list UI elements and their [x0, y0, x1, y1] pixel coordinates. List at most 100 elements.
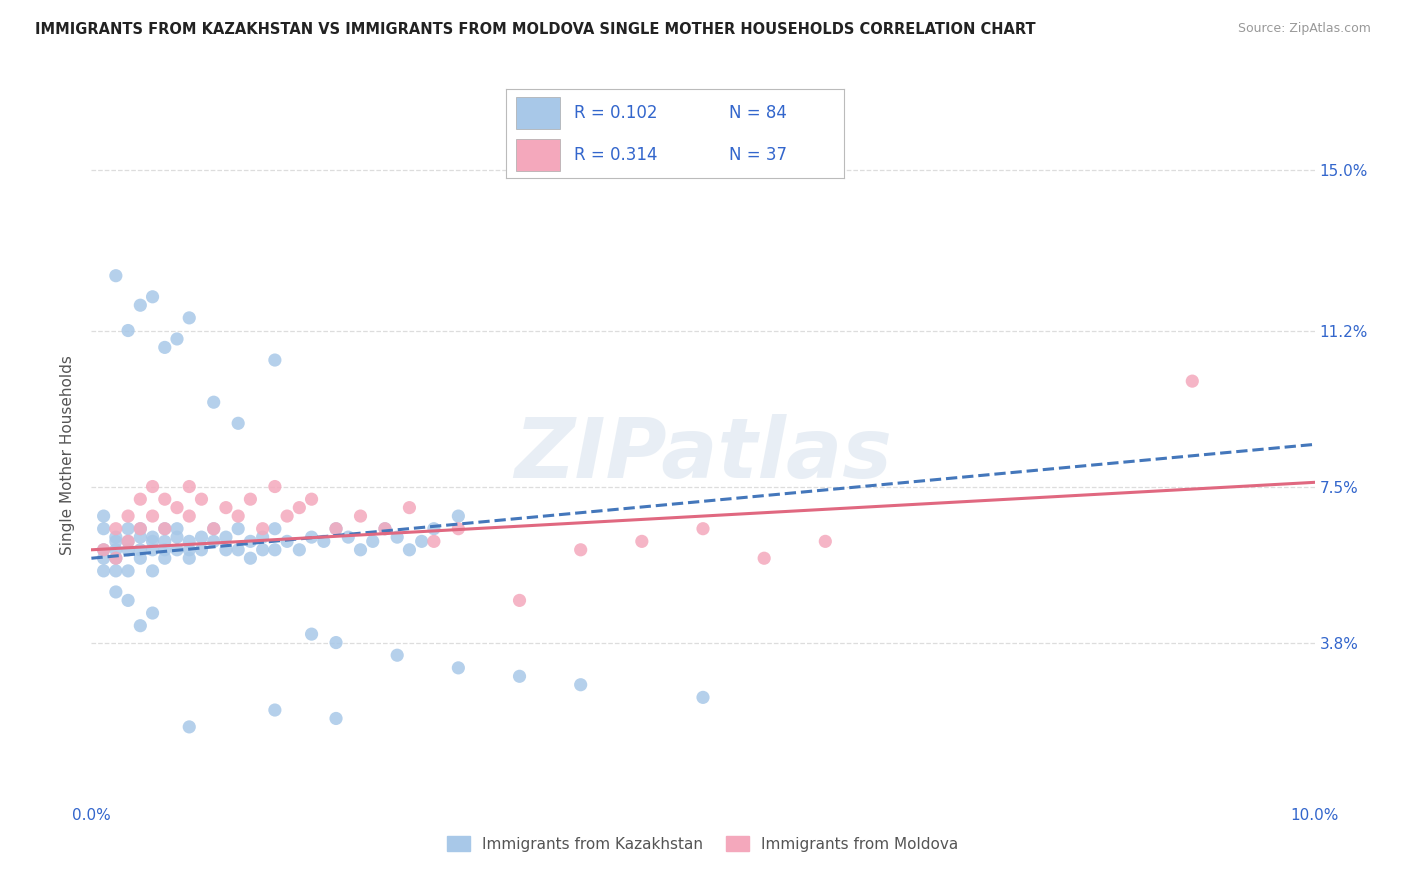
Point [423, 522, 446, 536]
Point [153, 551, 176, 566]
Y-axis label: Single Mother Households: Single Mother Households [60, 355, 76, 555]
Text: N = 37: N = 37 [728, 146, 787, 164]
Point [374, 522, 396, 536]
Point [117, 509, 139, 524]
Bar [516, 97, 560, 129]
Point [226, 417, 249, 431]
Point [264, 353, 287, 368]
Point [569, 678, 592, 692]
Point [93, 542, 115, 557]
Point [166, 522, 188, 536]
Point [509, 669, 531, 683]
Point [631, 534, 654, 549]
Text: N = 84: N = 84 [728, 104, 787, 122]
Point [117, 534, 139, 549]
Point [104, 585, 127, 599]
Point [117, 534, 139, 549]
Point [361, 534, 384, 549]
Point [166, 332, 188, 346]
Point [93, 542, 115, 557]
Point [104, 534, 127, 549]
Point [104, 542, 127, 557]
Point [104, 551, 127, 566]
Point [166, 530, 188, 544]
Point [215, 530, 238, 544]
Point [179, 542, 201, 557]
Point [325, 522, 347, 536]
Text: R = 0.314: R = 0.314 [574, 146, 657, 164]
Point [179, 720, 201, 734]
Point [129, 522, 152, 536]
Point [288, 542, 311, 557]
Point [117, 564, 139, 578]
Point [153, 340, 176, 354]
Point [141, 290, 163, 304]
Point [129, 618, 152, 632]
Point [179, 534, 201, 549]
Point [141, 530, 163, 544]
Text: R = 0.102: R = 0.102 [574, 104, 657, 122]
Point [398, 542, 420, 557]
Point [423, 534, 446, 549]
Point [411, 534, 433, 549]
Point [276, 509, 298, 524]
Point [202, 522, 225, 536]
Point [141, 509, 163, 524]
Point [129, 298, 152, 312]
Point [202, 522, 225, 536]
Point [447, 522, 470, 536]
Point [104, 530, 127, 544]
Point [226, 542, 249, 557]
Point [301, 530, 323, 544]
Point [202, 534, 225, 549]
Point [179, 479, 201, 493]
Point [153, 492, 176, 507]
Bar [516, 139, 560, 171]
Point [104, 564, 127, 578]
Point [692, 690, 714, 705]
Point [754, 551, 776, 566]
Point [337, 530, 360, 544]
Point [385, 530, 409, 544]
Point [509, 593, 531, 607]
Point [117, 324, 139, 338]
Point [312, 534, 335, 549]
Point [129, 492, 152, 507]
Point [153, 542, 176, 557]
Point [93, 551, 115, 566]
Point [129, 522, 152, 536]
Point [288, 500, 311, 515]
Point [202, 395, 225, 409]
Point [215, 500, 238, 515]
Point [93, 509, 115, 524]
Point [129, 530, 152, 544]
Point [264, 522, 287, 536]
Text: IMMIGRANTS FROM KAZAKHSTAN VS IMMIGRANTS FROM MOLDOVA SINGLE MOTHER HOUSEHOLDS C: IMMIGRANTS FROM KAZAKHSTAN VS IMMIGRANTS… [35, 22, 1036, 37]
Point [93, 522, 115, 536]
Text: Source: ZipAtlas.com: Source: ZipAtlas.com [1237, 22, 1371, 36]
Point [141, 606, 163, 620]
Point [141, 534, 163, 549]
Point [374, 522, 396, 536]
Point [179, 310, 201, 325]
Point [385, 648, 409, 663]
Point [1181, 374, 1204, 388]
Point [179, 509, 201, 524]
Point [447, 509, 470, 524]
Point [814, 534, 837, 549]
Point [141, 479, 163, 493]
Point [447, 661, 470, 675]
Point [239, 551, 262, 566]
Point [301, 627, 323, 641]
Point [190, 542, 212, 557]
Point [117, 522, 139, 536]
Point [104, 551, 127, 566]
Point [141, 542, 163, 557]
Point [104, 522, 127, 536]
Point [93, 564, 115, 578]
Point [569, 542, 592, 557]
Point [226, 509, 249, 524]
Point [104, 268, 127, 283]
Point [301, 492, 323, 507]
Point [264, 542, 287, 557]
